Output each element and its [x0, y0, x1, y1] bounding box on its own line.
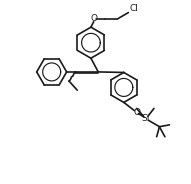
Text: Cl: Cl	[129, 4, 138, 13]
Text: O: O	[90, 15, 97, 23]
Text: Si: Si	[142, 114, 150, 123]
Text: O: O	[133, 108, 140, 117]
